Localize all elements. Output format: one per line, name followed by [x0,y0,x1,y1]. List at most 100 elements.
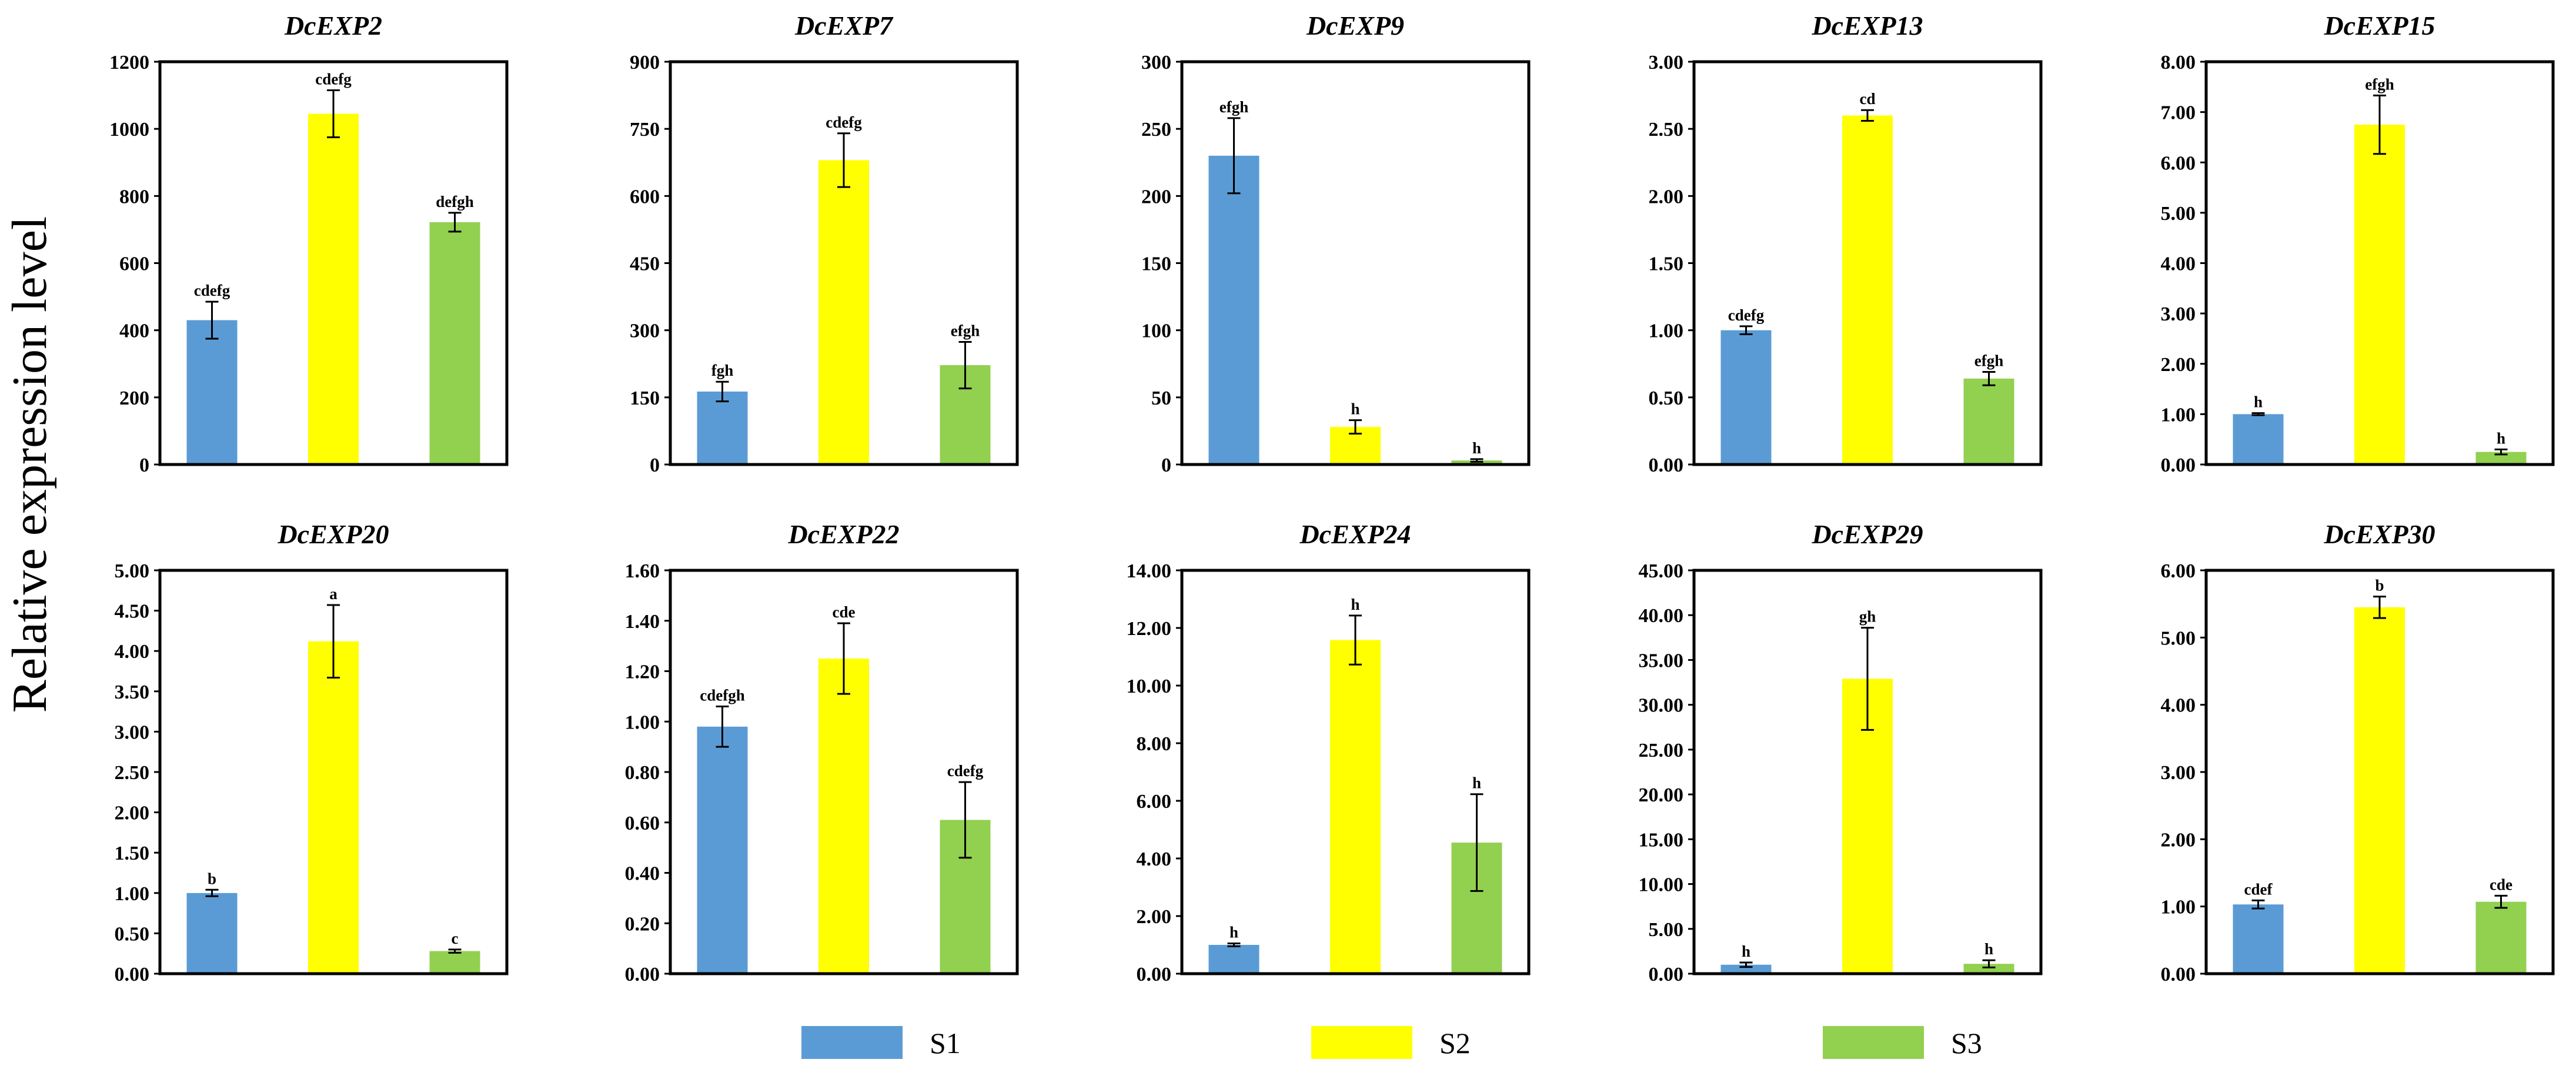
bar-s3 [1963,378,2014,465]
error-bar [327,604,340,679]
error-bar [837,132,850,188]
significance-label: cdefg [194,282,230,299]
y-tick-label: 6.00 [2161,152,2196,174]
chart-dcexp22: DcEXP22 0.00 0.20 0.40 0.60 0.80 1.00 1.20 1.40 1… [625,519,1019,985]
bar-s1 [1720,964,1772,974]
significance-label: h [1472,774,1481,792]
significance-label: efgh [1974,352,2004,369]
error-bar [2373,596,2386,619]
significance-label: cd [1860,90,1876,108]
error-bar [1982,959,1996,968]
y-tick-label: 40.00 [1639,605,1684,627]
bar-s1 [1208,945,1259,974]
significance-label: cdefg [947,762,984,780]
bar-s1 [186,893,238,974]
significance-label: c [452,930,459,947]
error-bar [958,781,972,859]
y-tick-label: 0 [139,455,149,476]
significance-label: cdef [2244,880,2273,898]
error-bar [1982,370,1996,386]
y-tick-label: 12.00 [1127,618,1172,640]
significance-label: cdefg [1728,306,1765,324]
significance-label: cdefg [315,71,352,88]
error-bar [2494,894,2508,909]
y-tick-label: 0 [1161,455,1171,476]
y-tick-label: 2.00 [1137,906,1172,928]
chart-panels: DcEXP2020040060080010001200cdefgcdefgdef… [109,11,2555,985]
bar-s3 [429,951,480,974]
bar-s2 [308,641,359,974]
y-tick-label: 10.00 [1639,874,1684,896]
legend-swatch [1311,1026,1412,1059]
y-tick-label: 0.00 [1649,964,1684,985]
significance-label: h [1742,943,1750,960]
error-bar [1861,627,1874,731]
plot-frame [669,60,1019,466]
chart-dcexp15: DcEXP15 0.00 1.00 2.00 3.00 4.00 5.00 6.00 7.00 8… [2161,11,2555,476]
chart-title: DcEXP29 [1811,519,1923,549]
error-bar [2251,899,2265,910]
error-bar [1349,614,1362,666]
chart-dcexp29: DcEXP29 0.00 5.00 10.00 15.00 20.00 25.00 30.00… [1639,519,2043,985]
error-bar [2373,94,2386,155]
y-tick-label: 300 [630,320,660,342]
y-tick-label: 150 [1141,253,1171,275]
y-tick-label: 450 [630,253,660,275]
error-bar [837,622,850,695]
significance-label: h [2497,429,2505,447]
error-bar [205,888,219,897]
y-tick-label: 7.00 [2161,102,2196,124]
y-tick-label: 4.00 [115,641,150,663]
chart-title: DcEXP30 [2323,519,2435,549]
y-tick-label: 800 [119,186,149,208]
y-tick-label: 0.00 [115,964,150,985]
y-tick-label: 3.00 [2161,303,2196,325]
y-tick-label: 150 [630,387,660,409]
legend-swatch [1823,1026,1924,1059]
error-bar [327,89,340,138]
chart-title: DcEXP7 [794,11,894,41]
y-tick-label: 5.00 [1649,919,1684,941]
plot-frame [1692,60,2043,466]
bar-s1 [2233,904,2284,974]
y-tick-label: 100 [1141,320,1171,342]
y-tick-label: 5.00 [2161,203,2196,225]
bar-s2 [2354,125,2405,465]
significance-label: h [1229,924,1238,941]
y-tick-label: 400 [119,320,149,342]
y-tick-label: 1.00 [115,883,150,905]
y-tick-label: 30.00 [1639,695,1684,717]
legend-label: S2 [1439,1027,1471,1060]
y-tick-label: 200 [1141,186,1171,208]
significance-label: h [1351,596,1359,613]
y-tick-label: 1200 [109,52,149,73]
error-bar [205,300,219,340]
significance-label: fgh [711,362,734,379]
bar-s1 [1720,330,1772,465]
bar-s2 [1330,640,1381,974]
y-tick-label: 0.50 [1649,387,1684,409]
y-tick-label: 0.60 [625,813,660,834]
legend-item-s3: S3 [1823,1026,1982,1060]
bar-s3 [1963,964,2014,974]
significance-label: h [2254,393,2263,411]
y-tick-label: 3.00 [1649,52,1684,73]
bar-s1 [2233,414,2284,465]
y-tick-label: 2.00 [2161,354,2196,376]
plot-frame [2204,60,2555,466]
y-tick-label: 4.00 [2161,253,2196,275]
y-tick-label: 0 [650,455,660,476]
error-bar [958,340,972,390]
plot-frame [1180,60,1531,466]
error-bar [1739,961,1753,968]
plot-frame [669,569,1019,975]
bar-s2 [818,160,869,465]
y-tick-label: 1.50 [1649,253,1684,275]
y-tick-label: 600 [119,253,149,275]
y-tick-label: 35.00 [1639,650,1684,671]
bar-s1 [697,391,748,465]
plot-frame [2204,569,2555,975]
significance-label: gh [1859,608,1876,626]
y-tick-label: 1.00 [2161,404,2196,426]
error-bar [1470,793,1484,892]
